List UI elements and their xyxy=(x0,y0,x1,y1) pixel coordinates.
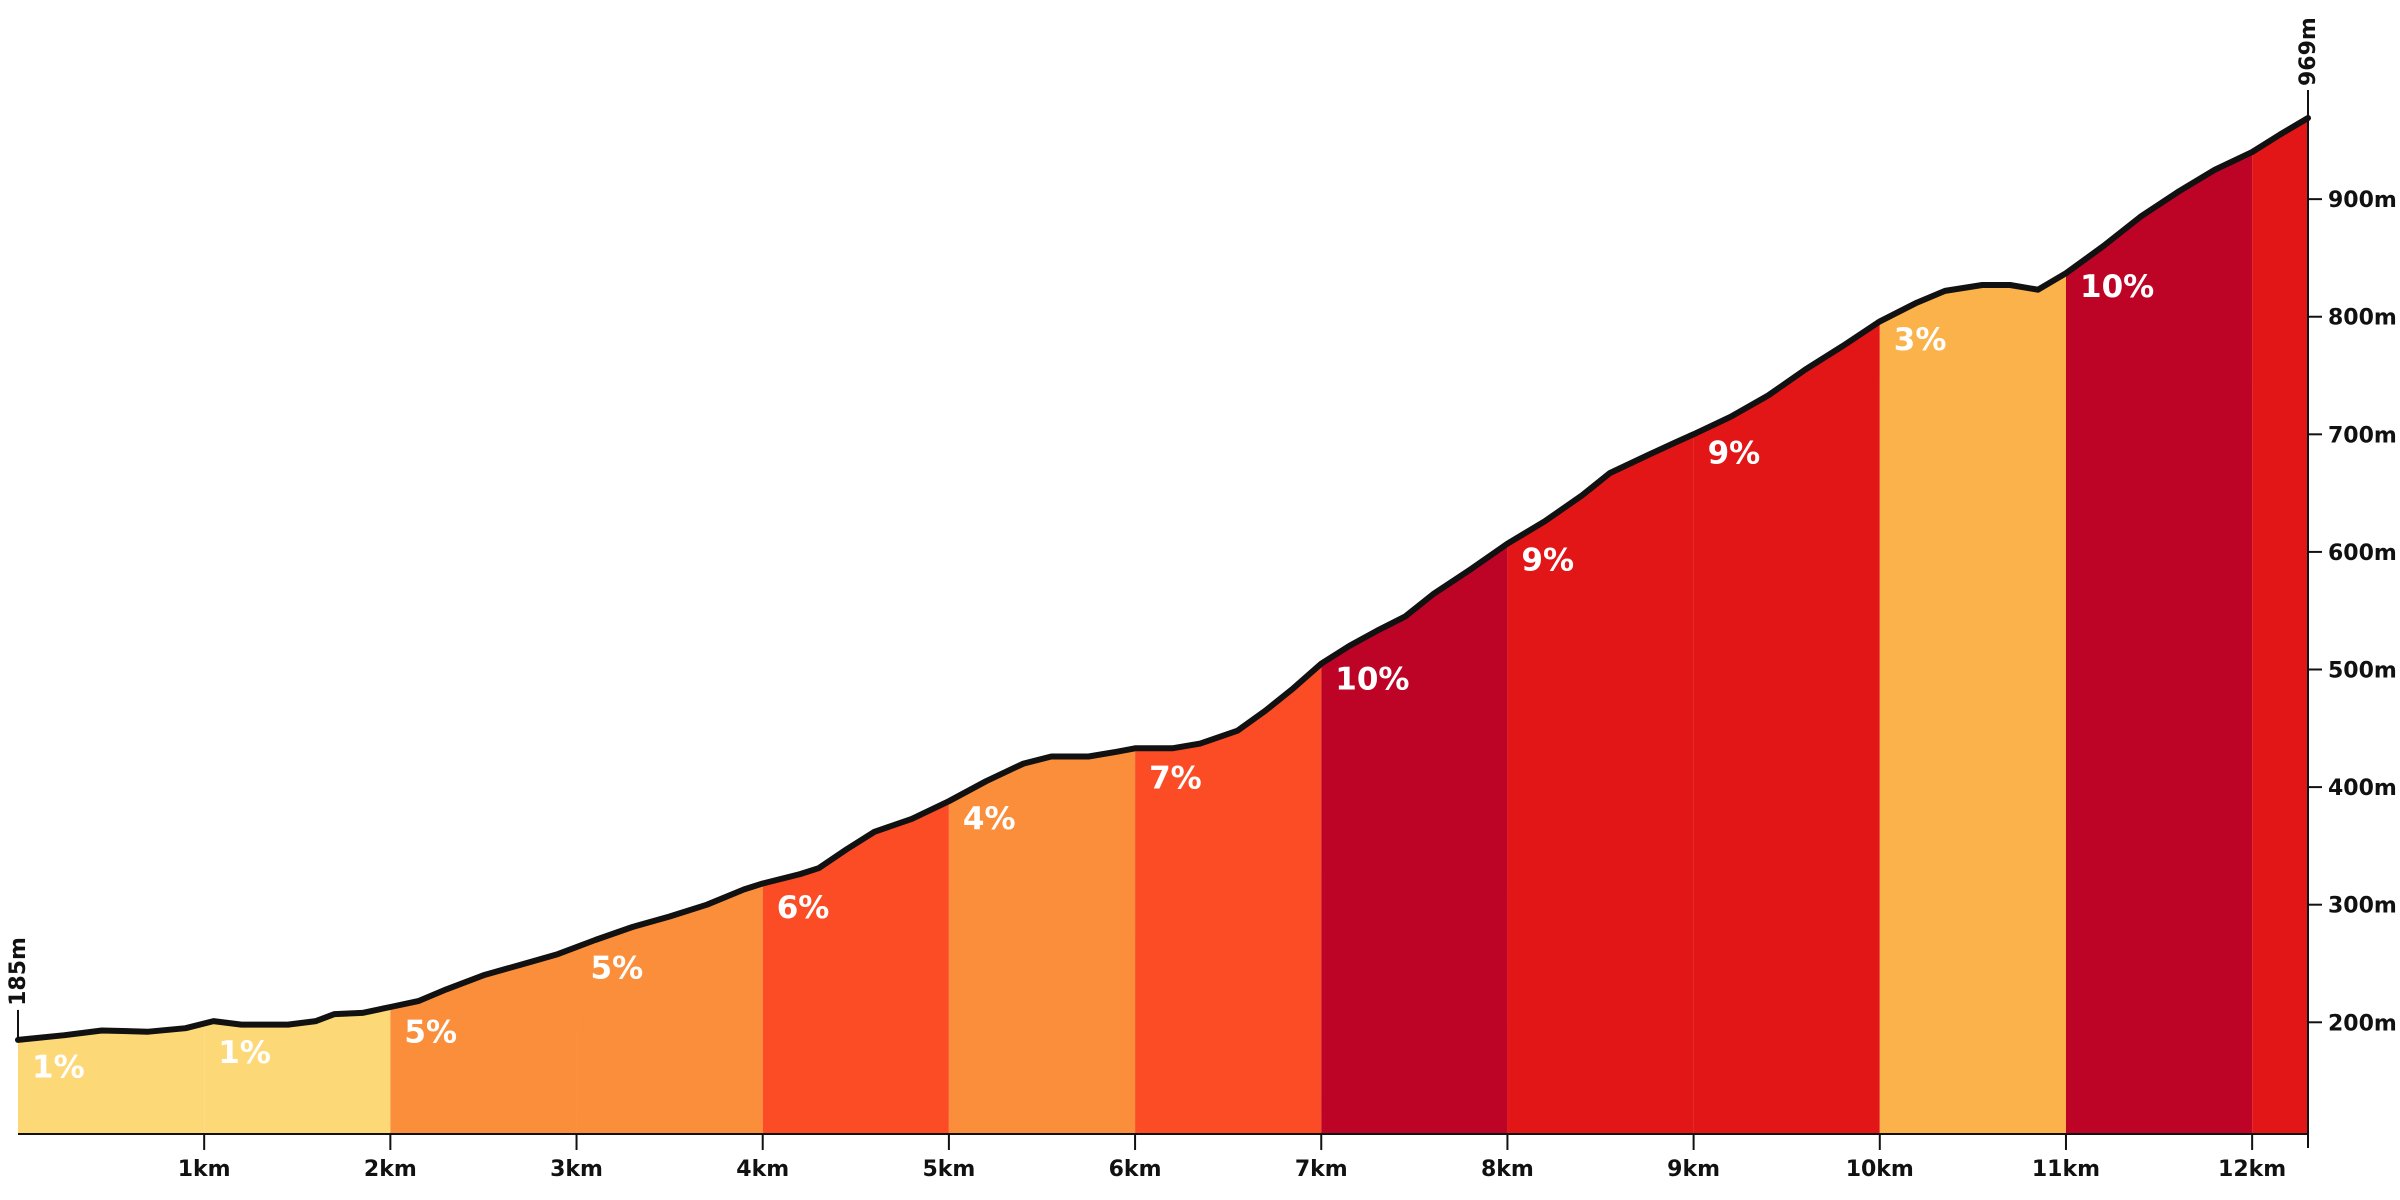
axes: 185m 969m xyxy=(6,17,2321,1148)
gradient-segment xyxy=(576,883,763,1134)
start-elevation-label: 185m xyxy=(6,937,31,1006)
gradient-segment xyxy=(1135,663,1322,1134)
gradient-label: 9% xyxy=(1521,542,1574,578)
x-tick-label: 4km xyxy=(736,1157,789,1182)
gradient-segment xyxy=(762,801,949,1134)
gradient-segment xyxy=(204,1007,391,1134)
gradient-segment xyxy=(1879,273,2066,1134)
gradient-label: 7% xyxy=(1149,760,1202,796)
y-axis-ticks: 200m 300m 400m 500m 600m 700m 800m 900m xyxy=(2308,188,2397,1036)
x-tick-label: 8km xyxy=(1481,1157,1534,1182)
gradient-label: 10% xyxy=(2080,269,2154,305)
gradient-segment xyxy=(1507,434,1694,1134)
y-tick-label: 500m xyxy=(2328,659,2397,684)
gradient-segments xyxy=(18,118,2308,1135)
x-tick-label: 1km xyxy=(178,1157,231,1182)
gradient-label: 5% xyxy=(404,1014,457,1050)
gradient-segment xyxy=(948,748,1136,1134)
y-tick-label: 700m xyxy=(2328,423,2397,448)
y-tick-label: 300m xyxy=(2328,894,2397,919)
gradient-segment xyxy=(2252,118,2308,1134)
gradient-labels: 1% 1% 5% 5% 6% 4% 7% 10% 9% 9% 3% 10% xyxy=(32,269,2154,1086)
y-tick-label: 900m xyxy=(2328,188,2397,213)
end-elevation-label: 969m xyxy=(2296,17,2321,86)
gradient-label: 3% xyxy=(1894,322,1947,358)
gradient-segment xyxy=(18,1023,205,1134)
gradient-label: 5% xyxy=(591,951,644,987)
y-tick-label: 600m xyxy=(2328,541,2397,566)
gradient-label: 6% xyxy=(777,890,830,926)
x-tick-label: 3km xyxy=(550,1157,603,1182)
x-tick-label: 2km xyxy=(364,1157,417,1182)
x-tick-label: 7km xyxy=(1295,1157,1348,1182)
gradient-label: 10% xyxy=(1335,662,1409,698)
gradient-label: 4% xyxy=(963,801,1016,837)
y-tick-label: 400m xyxy=(2328,776,2397,801)
y-tick-label: 200m xyxy=(2328,1011,2397,1036)
gradient-label: 1% xyxy=(32,1050,85,1086)
gradient-segment xyxy=(1693,321,1880,1134)
x-tick-label: 10km xyxy=(1846,1157,1914,1182)
gradient-segment xyxy=(2065,152,2253,1135)
gradient-label: 9% xyxy=(1708,436,1761,472)
x-axis-ticks: 1km 2km 3km 4km 5km 6km 7km 8km 9km 10km 11km 12km xyxy=(178,1134,2286,1182)
y-tick-label: 800m xyxy=(2328,306,2397,331)
gradient-segment xyxy=(1321,543,1508,1134)
gradient-label: 1% xyxy=(218,1035,271,1071)
x-tick-label: 5km xyxy=(922,1157,975,1182)
x-tick-label: 11km xyxy=(2032,1157,2100,1182)
x-tick-label: 12km xyxy=(2218,1157,2286,1182)
elevation-profile-line xyxy=(15,115,2311,1043)
x-tick-label: 9km xyxy=(1667,1157,1720,1182)
x-tick-label: 6km xyxy=(1109,1157,1162,1182)
